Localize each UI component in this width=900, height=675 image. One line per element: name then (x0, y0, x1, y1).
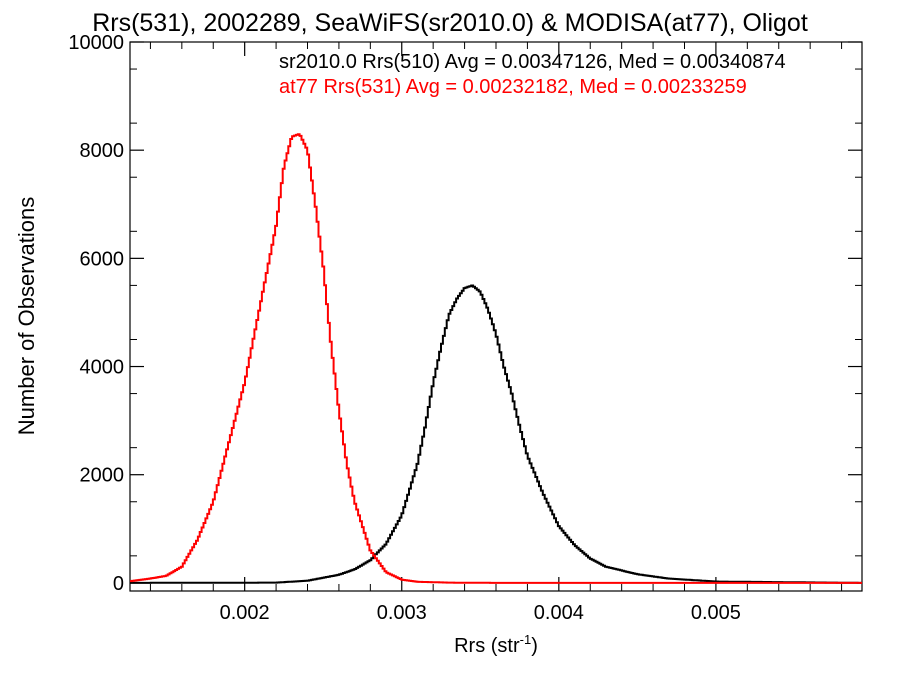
y-tick-label: 2000 (80, 465, 125, 487)
plot-frame (129, 41, 863, 592)
y-tick-label: 10000 (68, 32, 124, 54)
y-tick-label: 6000 (80, 248, 125, 270)
series-group (130, 133, 862, 584)
annotations: sr2010.0 Rrs(510) Avg = 0.00347126, Med … (279, 51, 786, 98)
x-tick-label: 0.005 (691, 602, 741, 624)
x-tick-label: 0.002 (220, 602, 270, 624)
x-tick-label: 0.004 (534, 602, 584, 624)
seawifs-stats-annotation: sr2010.0 Rrs(510) Avg = 0.00347126, Med … (279, 51, 786, 73)
y-axis-label: Number of Observations (14, 197, 39, 435)
modisa-stats-annotation: at77 Rrs(531) Avg = 0.00232182, Med = 0.… (279, 76, 747, 98)
x-axis-label-close: ) (531, 635, 538, 657)
x-axis: 0.002 0.003 0.004 0.005 (149, 42, 843, 624)
x-axis-label-superscript: -1 (520, 632, 532, 647)
y-tick-label: 8000 (80, 140, 125, 162)
chart-title: Rrs(531), 2002289, SeaWiFS(sr2010.0) & M… (92, 9, 808, 37)
x-axis-label: Rrs (str-1) (454, 632, 538, 657)
y-tick-label: 0 (113, 573, 124, 595)
modisa-histogram-line (130, 133, 862, 584)
seawifs-histogram-line (130, 284, 862, 584)
x-axis-label-main: Rrs (str (454, 635, 520, 657)
y-tick-label: 4000 (80, 357, 125, 379)
x-tick-label: 0.003 (377, 602, 427, 624)
y-axis: 0 2000 4000 6000 8000 10000 (68, 32, 862, 595)
